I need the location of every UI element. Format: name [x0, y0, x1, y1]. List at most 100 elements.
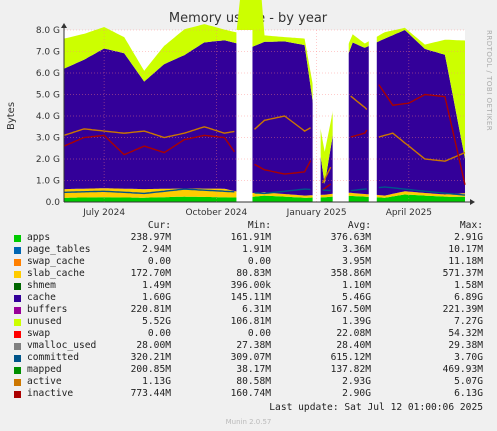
legend-swatch — [14, 271, 21, 278]
legend-row-committed: committed 320.21M 309.07M 615.12M 3.70G — [14, 352, 489, 364]
x-tick-label: October 2024 — [185, 208, 247, 218]
legend-cur: 1.49M — [142, 280, 171, 291]
legend-cur: 0.00 — [147, 256, 171, 267]
legend-cur: 238.97M — [130, 232, 171, 243]
legend-avg: 167.50M — [330, 304, 371, 315]
y-tick-label: 3.0 G — [36, 134, 60, 144]
legend-max: 2.91G — [454, 232, 483, 243]
area-cache — [64, 30, 465, 196]
legend-cur: 1.60G — [142, 292, 171, 303]
legend-header-row: Cur: Min: Avg: Max: — [14, 220, 489, 232]
legend-min: 0.00 — [247, 256, 271, 267]
legend-name: slab_cache — [27, 268, 85, 279]
legend-row-mapped: mapped 200.85M 38.17M 137.82M 469.93M — [14, 364, 489, 376]
legend-row-page_tables: page_tables 2.94M 1.91M 3.36M 10.17M — [14, 244, 489, 256]
x-ticks: July 2024 October 2024 January 2025 April 2… — [82, 208, 432, 218]
legend-cur: 773.44M — [130, 388, 171, 399]
legend-name: mapped — [27, 364, 62, 375]
line-committed — [64, 186, 466, 196]
legend-max: 3.70G — [454, 352, 483, 363]
area-unused — [64, 0, 465, 184]
legend-swatch — [14, 343, 21, 350]
legend-avg: 2.93G — [342, 376, 371, 387]
legend-name: committed — [27, 352, 79, 363]
legend-max: 1.58M — [454, 280, 483, 291]
last-update: Last update: Sat Jul 12 01:00:06 2025 — [269, 402, 483, 413]
y-tick-label: 7.0 G — [36, 48, 60, 58]
legend-min: 80.58M — [236, 376, 271, 387]
legend-min: 38.17M — [236, 364, 271, 375]
legend-cur: 5.52G — [142, 316, 171, 327]
area-apps — [64, 194, 465, 202]
legend-avg: 358.86M — [330, 268, 371, 279]
line-inactive — [63, 84, 466, 191]
legend-row-apps: apps 238.97M 161.91M 376.63M 2.91G — [14, 232, 489, 244]
legend-name: swap_cache — [27, 256, 85, 267]
x-tick-label: July 2024 — [82, 208, 125, 218]
legend-name: inactive — [27, 388, 74, 399]
legend-avg: 1.10M — [342, 280, 371, 291]
legend-avg: 1.39G — [342, 316, 371, 327]
legend-min: 396.00k — [230, 280, 271, 291]
legend-cur: 220.81M — [130, 304, 171, 315]
legend-swatch — [14, 283, 21, 290]
y-tick-label: 0.0 — [46, 198, 61, 208]
header-cur: Cur: — [147, 220, 171, 231]
legend-row-cache: cache 1.60G 145.11M 5.46G 6.89G — [14, 292, 489, 304]
y-axis-arrow — [61, 23, 67, 28]
legend-avg: 2.90G — [342, 388, 371, 399]
y-ticks: 0.0 1.0 G 2.0 G 3.0 G 4.0 G 5.0 G 6.0 G 7.0 G 8.… — [36, 26, 60, 208]
legend-cur: 200.85M — [130, 364, 171, 375]
legend-name: unused — [27, 316, 62, 327]
legend-avg: 3.95M — [342, 256, 371, 267]
legend-min: 145.11M — [230, 292, 271, 303]
legend-max: 221.39M — [442, 304, 483, 315]
legend-max: 29.38M — [448, 340, 483, 351]
series-lines — [63, 84, 466, 196]
legend-row-shmem: shmem 1.49M 396.00k 1.10M 1.58M — [14, 280, 489, 292]
legend-max: 571.37M — [442, 268, 483, 279]
x-tick-label: January 2025 — [286, 208, 347, 218]
y-axis-label: Bytes — [6, 102, 17, 130]
legend-row-unused: unused 5.52G 106.81M 1.39G 7.27G — [14, 316, 489, 328]
legend-avg: 137.82M — [330, 364, 371, 375]
legend-row-vmalloc_used: vmalloc_used 28.00M 27.38M 28.40M 29.38M — [14, 340, 489, 352]
memory-chart: Memory usage - by year Bytes RRDTOOL / T… — [6, 0, 493, 218]
legend-avg: 615.12M — [330, 352, 371, 363]
x-tick-label: April 2025 — [386, 208, 432, 218]
legend-min: 106.81M — [230, 316, 271, 327]
legend-table: Cur: Min: Avg: Max: apps 238.97M 161.91M 37… — [14, 220, 489, 400]
header-min: Min: — [247, 220, 271, 231]
legend-avg: 22.08M — [336, 328, 371, 339]
gridlines — [64, 29, 465, 202]
legend-cur: 172.70M — [130, 268, 171, 279]
y-tick-label: 8.0 G — [36, 26, 60, 36]
legend-max: 11.18M — [448, 256, 483, 267]
legend-min: 80.83M — [236, 268, 271, 279]
rrdtool-credit: RRDTOOL / TOBI OETIKER — [485, 30, 493, 131]
legend-avg: 376.63M — [330, 232, 371, 243]
legend-swatch — [14, 331, 21, 338]
legend-swatch — [14, 319, 21, 326]
legend-row-swap_cache: swap_cache 0.00 0.00 3.95M 11.18M — [14, 256, 489, 268]
legend-name: active — [27, 376, 62, 387]
legend-avg: 28.40M — [336, 340, 371, 351]
legend-cur: 320.21M — [130, 352, 171, 363]
legend-avg: 5.46G — [342, 292, 371, 303]
legend-name: cache — [27, 292, 56, 303]
legend-max: 7.27G — [454, 316, 483, 327]
legend-cur: 2.94M — [142, 244, 171, 255]
legend-max: 6.89G — [454, 292, 483, 303]
y-tick-label: 1.0 G — [36, 177, 60, 187]
legend-avg: 3.36M — [342, 244, 371, 255]
legend-name: swap — [27, 328, 51, 339]
legend-max: 54.32M — [448, 328, 483, 339]
x-axis-arrow — [470, 199, 475, 205]
y-tick-label: 4.0 G — [36, 112, 60, 122]
legend-name: buffers — [27, 304, 68, 315]
legend-name: vmalloc_used — [27, 340, 97, 351]
legend-min: 309.07M — [230, 352, 271, 363]
legend-min: 6.31M — [242, 304, 271, 315]
legend-row-swap: swap 0.00 0.00 22.08M 54.32M — [14, 328, 489, 340]
y-tick-label: 2.0 G — [36, 155, 60, 165]
